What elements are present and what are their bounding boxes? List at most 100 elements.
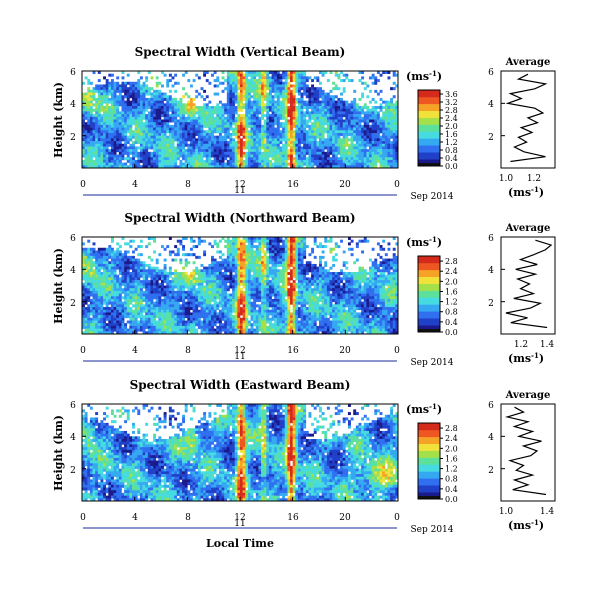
heatmap-cell [171,116,175,120]
heatmap-cell [124,280,128,284]
heatmap-cell [97,149,101,153]
heatmap-cell [174,124,178,128]
heatmap-cell [258,149,262,153]
heatmap-cell [353,106,357,110]
heatmap-cell [321,132,325,136]
heatmap-cell [97,124,101,128]
heatmap-cell [176,130,180,134]
heatmap-cell [89,320,93,324]
heatmap-cell [342,132,346,136]
heatmap-cell [171,106,175,110]
heatmap-cell [218,141,222,145]
heatmap-cell [150,141,154,145]
heatmap-cell [155,127,159,131]
heatmap-cell [340,119,343,123]
heatmap-cell [97,282,101,286]
heatmap-cell [300,154,304,158]
heatmap-cell [134,119,138,123]
heatmap-cell [279,146,283,150]
heatmap-cell [84,111,88,115]
heatmap-cell [195,116,199,120]
heatmap-cell [121,149,125,153]
panel-vertical: Spectral Width (Vertical Beam) Height (k… [52,45,556,202]
heatmap-cell [316,122,320,126]
heatmap-cell [166,119,170,123]
heatmap-cell [379,106,383,110]
heatmap-cell [139,135,143,139]
heatmap-cell [174,132,178,136]
heatmap-cell [287,162,291,166]
heatmap-cell [142,154,146,158]
heatmap-cell [95,325,99,329]
heatmap-cell [147,304,151,308]
heatmap-cell [387,122,391,126]
heatmap-cell [255,151,259,155]
heatmap-cell [247,143,251,147]
heatmap-cell [284,92,288,96]
heatmap-cell [179,315,183,319]
heatmap-cell [142,331,146,335]
heatmap-cell [334,132,338,136]
heatmap-cell [305,141,309,145]
heatmap-cell [200,87,204,91]
heatmap-cell [174,285,178,289]
heatmap-cell [179,122,183,126]
heatmap-cell [121,290,125,294]
heatmap-cell [118,272,122,276]
heatmap-cell [142,162,146,166]
heatmap-cell [166,312,170,316]
heatmap-cell [166,315,170,319]
heatmap-cell [213,130,217,134]
heatmap-cell [287,157,291,161]
heatmap-cell [205,282,209,286]
heatmap-cell [82,247,85,251]
heatmap-cell [295,119,299,123]
heatmap-cell [237,165,241,169]
heatmap-cell [121,317,125,321]
heatmap-cell [311,100,315,104]
heatmap-cell [179,138,183,142]
heatmap-cell [161,151,164,155]
heatmap-cell [150,328,154,332]
heatmap-cell [116,119,120,123]
heatmap-cell [195,111,199,115]
heatmap-cell [142,141,146,145]
heatmap-cell [176,119,180,123]
heatmap-cell [155,159,159,163]
heatmap-cell [195,154,199,158]
heatmap-cell [139,309,143,313]
heatmap-cell [311,114,315,118]
heatmap-cell [250,81,254,85]
heatmap-cell [353,130,357,134]
heatmap-cell [203,154,207,158]
heatmap-cell [134,165,138,169]
heatmap-cell [92,293,96,297]
heatmap-cell [237,143,241,147]
heatmap-cell [147,280,151,284]
heatmap-cell [121,127,125,131]
heatmap-cell [105,97,109,101]
heatmap-cell [305,95,309,99]
heatmap-cell [392,114,396,118]
heatmap-cell [247,122,251,126]
heatmap-cell [250,106,254,110]
heatmap-cell [266,127,270,131]
heatmap-cell [110,100,114,104]
heatmap-cell [229,108,233,112]
heatmap-cell [129,263,133,267]
heatmap-cell [168,132,172,136]
heatmap-cell [279,89,283,93]
heatmap-cell [242,130,246,134]
heatmap-cell [263,73,267,77]
heatmap-cell [171,280,175,284]
heatmap-cell [218,130,222,134]
heatmap-cell [358,97,362,101]
heatmap-cell [116,309,120,313]
heatmap-cell [197,285,201,289]
heatmap-cell [224,103,228,107]
heatmap-cell [392,138,396,142]
heatmap-cell [250,114,254,118]
heatmap-cell [237,95,241,99]
heatmap-cell [187,138,191,142]
heatmap-cell [171,114,175,118]
